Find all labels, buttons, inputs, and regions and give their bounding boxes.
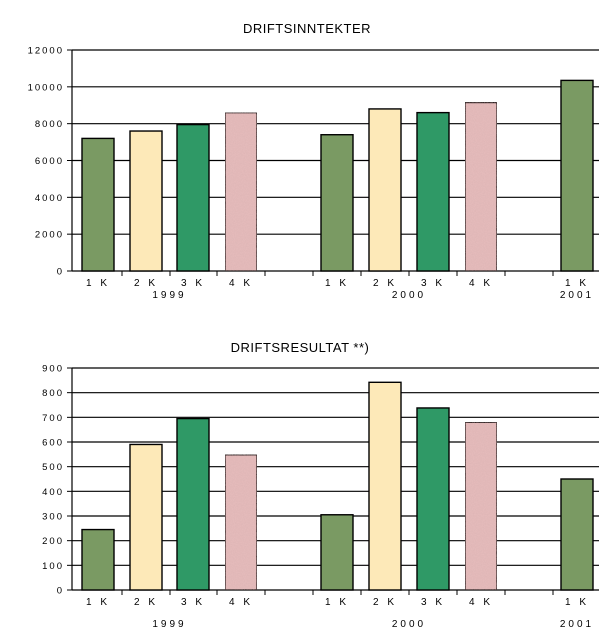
bar-2000-q4 xyxy=(464,421,498,591)
y-tick-label: 10000 xyxy=(28,82,64,93)
chart-title: DRIFTSRESULTAT **) xyxy=(231,340,370,355)
x-category-label: 3 K xyxy=(421,597,445,608)
y-tick-label: 0 xyxy=(57,267,64,278)
y-tick-label: 0 xyxy=(57,586,64,597)
x-year-label: 2001 xyxy=(560,619,594,630)
y-tick-label: 700 xyxy=(42,413,64,424)
bar-2001-q1 xyxy=(560,478,594,591)
x-year-label: 2001 xyxy=(560,290,594,301)
y-tick-label: 6000 xyxy=(35,156,64,167)
y-tick-label: 12000 xyxy=(28,46,64,57)
x-category-label: 1 K xyxy=(325,278,349,289)
y-tick-label: 400 xyxy=(42,487,64,498)
x-category-label: 4 K xyxy=(469,278,493,289)
x-category-label: 4 K xyxy=(229,597,253,608)
x-category-label: 1 K xyxy=(565,597,589,608)
bar-1999-q4 xyxy=(224,454,258,591)
bar-2000-q3 xyxy=(416,407,450,591)
y-tick-label: 8000 xyxy=(35,119,64,130)
bar-1999-q2 xyxy=(129,130,163,272)
x-year-label: 2000 xyxy=(392,619,426,630)
x-category-label: 3 K xyxy=(421,278,445,289)
bar-1999-q2 xyxy=(129,443,163,591)
x-category-label: 3 K xyxy=(181,597,205,608)
chart-title: DRIFTSINNTEKTER xyxy=(243,21,371,36)
bar-1999-q3 xyxy=(176,123,210,272)
x-category-label: 2 K xyxy=(373,278,397,289)
bar-1999-q4 xyxy=(224,111,258,272)
y-tick-label: 2000 xyxy=(35,230,64,241)
x-year-label: 1999 xyxy=(152,619,186,630)
y-tick-label: 4000 xyxy=(35,193,64,204)
bar-1999-q1 xyxy=(81,528,115,591)
x-category-label: 1 K xyxy=(565,278,589,289)
y-tick-label: 200 xyxy=(42,536,64,547)
x-category-label: 4 K xyxy=(469,597,493,608)
x-category-label: 3 K xyxy=(181,278,205,289)
x-category-label: 2 K xyxy=(134,597,158,608)
driftsinntekter-chart: DRIFTSINNTEKTER 12000 10000 8000 6000 4000 20… xyxy=(28,21,599,301)
bar-2000-q1 xyxy=(320,514,354,591)
bar-1999-q3 xyxy=(176,417,210,591)
driftsresultat-chart: DRIFTSRESULTAT **) 900 800 700 600 500 400 300… xyxy=(42,340,599,630)
y-tick-label: 900 xyxy=(42,364,64,375)
y-tick-label: 300 xyxy=(42,512,64,523)
bar-2000-q2 xyxy=(368,381,402,591)
y-tick-label: 800 xyxy=(42,388,64,399)
x-category-label: 1 K xyxy=(86,597,110,608)
y-tick-label: 600 xyxy=(42,438,64,449)
bar-2001-q1 xyxy=(560,79,594,272)
y-tick-label: 100 xyxy=(42,561,64,572)
bar-2000-q1 xyxy=(320,134,354,272)
y-tick-label: 500 xyxy=(42,462,64,473)
x-year-label: 1999 xyxy=(152,290,186,301)
bar-2000-q3 xyxy=(416,111,450,272)
x-category-label: 4 K xyxy=(229,278,253,289)
x-category-label: 2 K xyxy=(373,597,397,608)
bar-1999-q1 xyxy=(81,137,115,272)
x-category-label: 1 K xyxy=(325,597,349,608)
x-category-label: 2 K xyxy=(134,278,158,289)
x-year-label: 2000 xyxy=(392,290,426,301)
bar-2000-q4 xyxy=(464,101,498,272)
bar-2000-q2 xyxy=(368,108,402,272)
x-category-label: 1 K xyxy=(86,278,110,289)
